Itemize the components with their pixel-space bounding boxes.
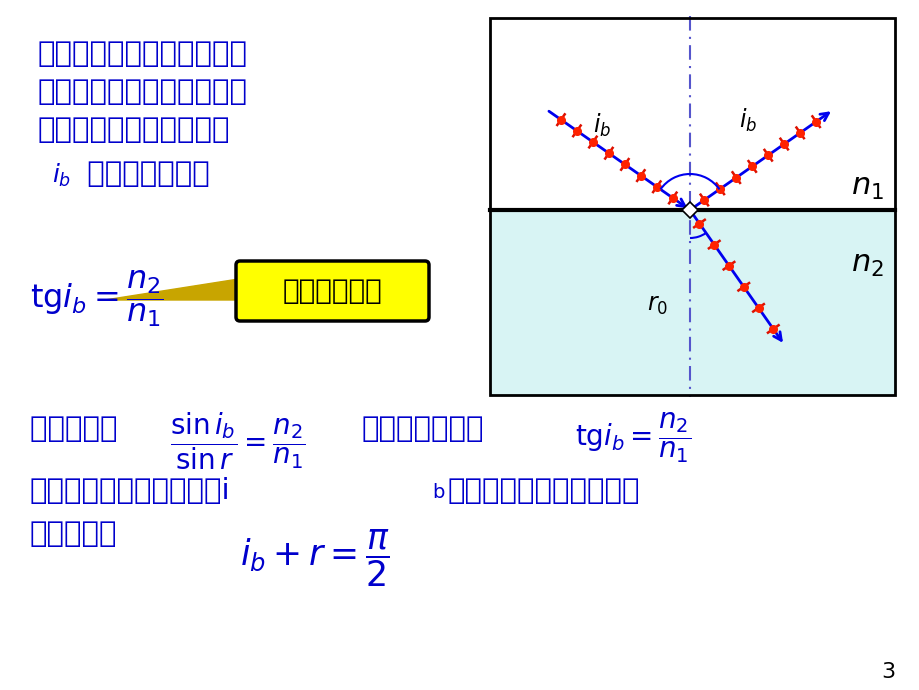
Text: b: b: [432, 483, 444, 502]
Bar: [490, 210, 894, 395]
Text: 折射光仍为部分偏振光。: 折射光仍为部分偏振光。: [38, 116, 231, 144]
Polygon shape: [105, 278, 244, 300]
Text: $\mathit{i}_b + r = \dfrac{\pi}{2}$: $\mathit{i}_b + r = \dfrac{\pi}{2}$: [240, 527, 390, 589]
Text: 由折射定律: 由折射定律: [30, 415, 127, 443]
Text: 于入射面的完全偏振光。而: 于入射面的完全偏振光。而: [38, 78, 248, 106]
Text: $\mathit{n}_1$: $\mathit{n}_1$: [849, 173, 882, 202]
Text: $\dfrac{\sin \mathit{i}_b}{\sin \mathit{r}} = \dfrac{\mathit{n}_2}{\mathit{n}_1}: $\dfrac{\sin \mathit{i}_b}{\sin \mathit{…: [170, 411, 305, 473]
Text: 可以证明：当入射角等于i: 可以证明：当入射角等于i: [30, 477, 231, 505]
Text: 反射光就变为振动方向垂直: 反射光就变为振动方向垂直: [38, 40, 248, 68]
Text: $\mathrm{tg}\mathit{i}_b = \dfrac{\mathit{n}_2}{\mathit{n}_1}$: $\mathrm{tg}\mathit{i}_b = \dfrac{\mathi…: [30, 268, 164, 328]
Text: 3: 3: [879, 662, 894, 682]
Text: $\mathit{r}_0$: $\mathit{r}_0$: [647, 293, 668, 317]
Text: $\mathit{n}_2$: $\mathit{n}_2$: [850, 250, 882, 279]
Text: $\mathrm{tg}\mathit{i}_b = \dfrac{\mathit{n}_2}{\mathit{n}_1}$: $\mathrm{tg}\mathit{i}_b = \dfrac{\mathi…: [574, 411, 690, 465]
Bar: [490, 18, 894, 395]
Bar: [490, 18, 894, 210]
Text: 布儒斯特定律: 布儒斯特定律: [282, 277, 382, 305]
Text: $i_b$: $i_b$: [738, 106, 756, 134]
Text: $\mathit{i}_b$: $\mathit{i}_b$: [52, 162, 71, 189]
Text: 时，反射光和折射光相互: 时，反射光和折射光相互: [448, 477, 640, 505]
Text: 和布儒斯特定律: 和布儒斯特定律: [361, 415, 484, 443]
Text: 称为布儒斯特角: 称为布儒斯特角: [78, 160, 210, 188]
Text: $i_b$: $i_b$: [592, 111, 610, 139]
Text: 垂直。即：: 垂直。即：: [30, 520, 118, 548]
FancyBboxPatch shape: [236, 261, 428, 321]
